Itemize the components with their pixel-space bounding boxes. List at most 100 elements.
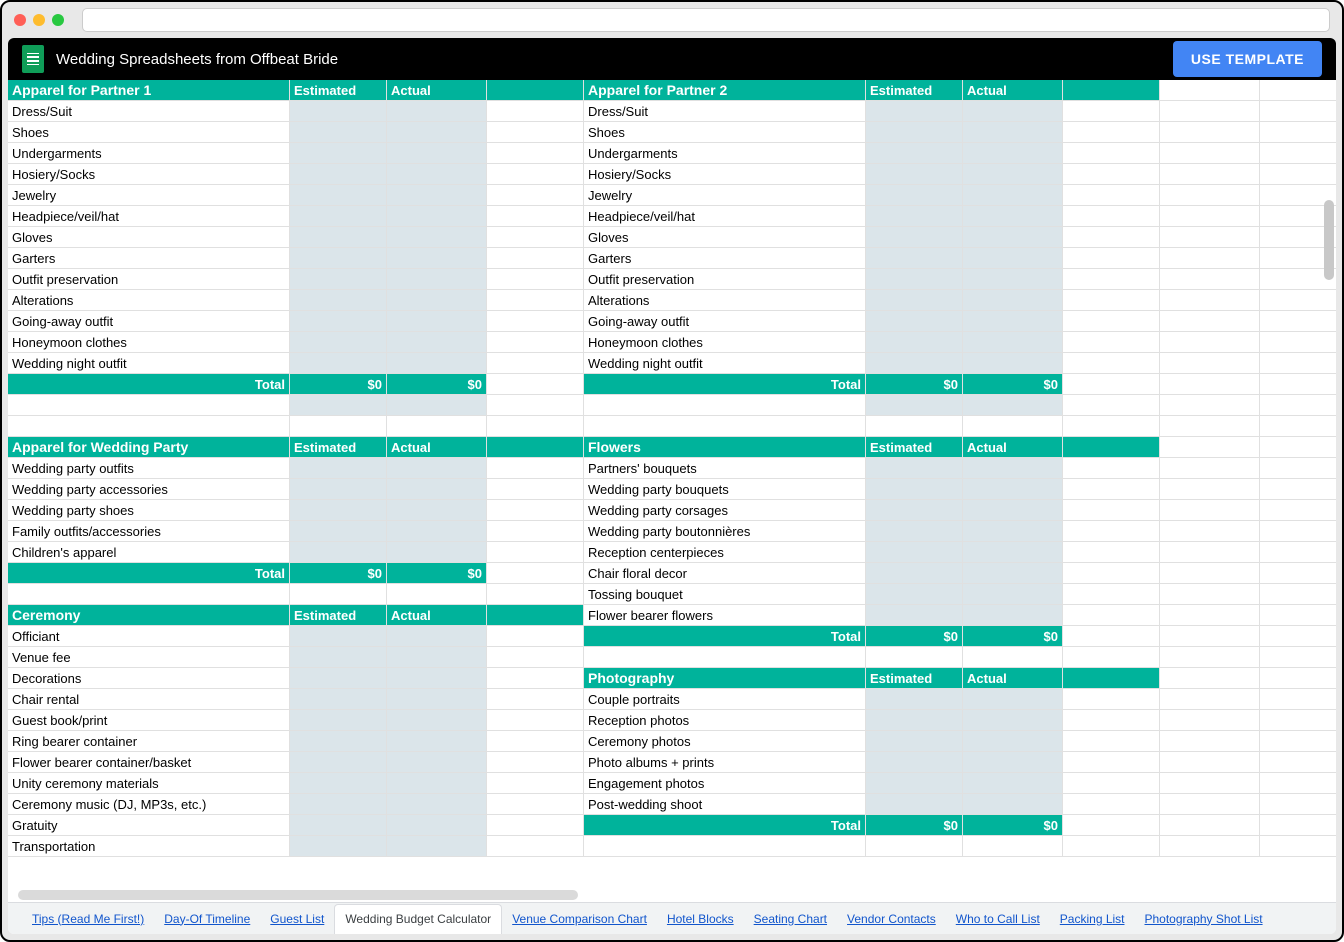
blank-cell[interactable] [1260,143,1336,163]
blank-cell[interactable] [1063,605,1160,626]
blank-cell[interactable] [1260,605,1336,625]
actual-cell[interactable] [387,227,487,248]
estimated-cell[interactable] [866,584,963,605]
item-label[interactable]: Couple portraits [584,689,866,710]
blank-cell[interactable] [1260,164,1336,184]
blank-cell[interactable] [487,290,584,311]
estimated-cell[interactable] [290,353,387,374]
blank-cell[interactable] [1063,815,1160,836]
blank-cell[interactable] [1260,689,1336,709]
estimated-cell[interactable] [290,101,387,122]
item-label[interactable]: Alterations [8,290,290,311]
estimated-cell[interactable] [866,143,963,164]
item-label[interactable]: Gloves [584,227,866,248]
blank-cell[interactable] [387,416,487,437]
estimated-cell[interactable] [290,500,387,521]
sheet-tab[interactable]: Seating Chart [744,904,837,934]
blank-cell[interactable] [487,794,584,815]
blank-cell[interactable] [487,626,584,647]
item-label[interactable]: Wedding party outfits [8,458,290,479]
blank-cell[interactable] [487,80,584,101]
blank-cell[interactable] [1160,710,1260,730]
blank-cell[interactable] [1063,248,1160,269]
blank-cell[interactable] [1063,374,1160,395]
actual-cell[interactable] [963,290,1063,311]
blank-cell[interactable] [1260,710,1336,730]
blank-cell[interactable] [1260,353,1336,373]
actual-cell[interactable] [387,101,487,122]
item-label[interactable]: Headpiece/veil/hat [8,206,290,227]
estimated-cell[interactable] [290,689,387,710]
actual-cell[interactable] [963,794,1063,815]
estimated-cell[interactable] [290,122,387,143]
blank-cell[interactable] [963,416,1063,437]
blank-cell[interactable] [1260,521,1336,541]
blank-cell[interactable] [487,374,584,395]
actual-cell[interactable] [387,626,487,647]
close-window-button[interactable] [14,14,26,26]
actual-cell[interactable] [963,248,1063,269]
blank-cell[interactable] [1063,206,1160,227]
blank-cell[interactable] [1160,164,1260,184]
estimated-cell[interactable] [290,521,387,542]
minimize-window-button[interactable] [33,14,45,26]
blank-cell[interactable] [1063,332,1160,353]
blank-cell[interactable] [1160,815,1260,835]
estimated-cell[interactable] [866,332,963,353]
item-label[interactable]: Honeymoon clothes [8,332,290,353]
actual-cell[interactable] [387,668,487,689]
blank-cell[interactable] [1063,416,1160,437]
item-label[interactable]: Gratuity [8,815,290,836]
blank-cell[interactable] [1260,815,1336,835]
blank-cell[interactable] [1063,710,1160,731]
item-label[interactable]: Wedding party boutonnières [584,521,866,542]
blank-cell[interactable] [1260,479,1336,499]
actual-cell[interactable] [963,311,1063,332]
blank-cell[interactable] [1160,731,1260,751]
blank-cell[interactable] [487,122,584,143]
blank-cell[interactable] [1160,185,1260,205]
estimated-cell[interactable] [290,626,387,647]
blank-cell[interactable] [1260,584,1336,604]
blank-cell[interactable] [1160,227,1260,247]
blank-cell[interactable] [1160,332,1260,352]
blank-cell[interactable] [1160,458,1260,478]
item-label[interactable]: Shoes [584,122,866,143]
use-template-button[interactable]: USE TEMPLATE [1173,41,1322,77]
item-label[interactable]: Children's apparel [8,542,290,563]
blank-cell[interactable] [1063,542,1160,563]
blank-cell[interactable] [1160,437,1260,457]
maximize-window-button[interactable] [52,14,64,26]
sheet-tab[interactable]: Venue Comparison Chart [502,904,657,934]
blank-cell[interactable] [1160,269,1260,289]
blank-cell[interactable] [1260,290,1336,310]
blank-cell[interactable] [1160,521,1260,541]
blank-cell[interactable] [487,101,584,122]
blank-cell[interactable] [1160,605,1260,625]
actual-cell[interactable] [963,563,1063,584]
estimated-cell[interactable] [290,668,387,689]
actual-cell[interactable] [963,227,1063,248]
blank-cell[interactable] [1160,773,1260,793]
actual-cell[interactable] [387,647,487,668]
estimated-cell[interactable] [290,647,387,668]
estimated-cell[interactable] [866,164,963,185]
item-label[interactable]: Decorations [8,668,290,689]
blank-cell[interactable] [1160,206,1260,226]
blank-cell[interactable] [1160,752,1260,772]
item-label[interactable]: Headpiece/veil/hat [584,206,866,227]
blank-cell[interactable] [487,668,584,689]
blank-cell[interactable] [487,416,584,437]
actual-cell[interactable] [387,752,487,773]
horizontal-scrollbar-thumb[interactable] [18,890,578,900]
blank-cell[interactable] [1063,80,1160,101]
blank-cell[interactable] [1160,668,1260,688]
blank-cell[interactable] [1063,227,1160,248]
blank-cell[interactable] [866,416,963,437]
blank-cell[interactable] [8,416,290,437]
actual-cell[interactable] [387,689,487,710]
estimated-cell[interactable] [290,332,387,353]
blank-cell[interactable] [1063,584,1160,605]
blank-cell[interactable] [1160,647,1260,667]
item-label[interactable]: Dress/Suit [584,101,866,122]
